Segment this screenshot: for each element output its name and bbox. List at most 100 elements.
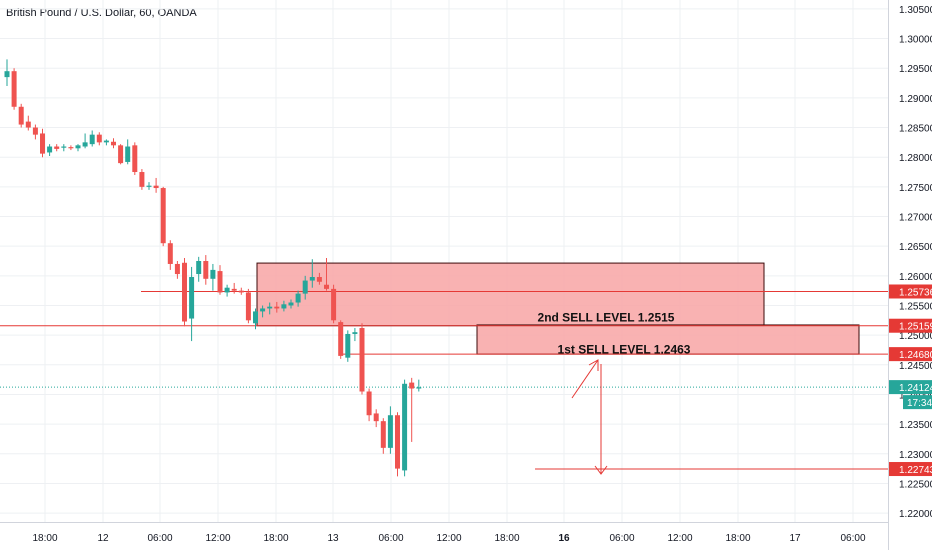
x-tick-label: 12:00 [205, 533, 230, 544]
candle-body [380, 421, 386, 448]
y-tick-label: 1.27000 [899, 213, 932, 224]
candle-body [89, 134, 95, 145]
candle-body [260, 308, 266, 312]
x-tick-label: 12 [97, 533, 109, 544]
x-tick-label: 06:00 [840, 533, 865, 544]
candle-body [139, 172, 145, 187]
candle-body [196, 261, 202, 275]
candle-body [402, 383, 408, 471]
level-price-badge [889, 462, 932, 477]
candle-body [68, 147, 74, 149]
x-tick-label: 18:00 [263, 533, 288, 544]
price-badge-label: 1.24124 [899, 383, 932, 394]
candle-body [373, 413, 379, 422]
candle-body [288, 302, 294, 306]
candle-body [253, 311, 258, 324]
x-tick-label: 17 [789, 533, 801, 544]
x-tick-label: 06:00 [609, 533, 634, 544]
candle-body [324, 284, 329, 289]
candle-body [118, 145, 124, 164]
x-tick-label: 18:00 [725, 533, 750, 544]
y-tick-label: 1.30000 [899, 35, 932, 46]
candle-body [111, 141, 116, 146]
candle-body [281, 304, 287, 309]
price-badge-label: 1.24680 [899, 350, 932, 361]
candle-body [54, 146, 60, 149]
chart-title: British Pound / U.S. Dollar, 60, OANDA [6, 7, 197, 19]
y-tick-label: 1.25000 [899, 331, 932, 342]
x-tick-label: 06:00 [378, 533, 403, 544]
y-tick-label: 1.28500 [899, 124, 932, 135]
y-tick-label: 1.25500 [899, 301, 932, 312]
price-badge-label: 1.22743 [899, 465, 932, 476]
candle-body [182, 262, 187, 322]
candle-body [331, 288, 337, 321]
candle-body [18, 106, 24, 125]
price-badge-label: 1.25159 [899, 322, 932, 333]
candle-body [160, 188, 166, 244]
level-price-badge [889, 284, 932, 299]
candle-body [153, 185, 159, 189]
candle-body [96, 134, 102, 143]
candle-body [387, 415, 393, 448]
candle-body [174, 263, 180, 275]
candle-body [274, 306, 280, 309]
x-tick-label: 12:00 [667, 533, 692, 544]
candle-body [217, 271, 223, 293]
x-tick-label: 06:00 [147, 533, 172, 544]
x-tick-label: 12:00 [436, 533, 461, 544]
y-tick-label: 1.29500 [899, 64, 932, 75]
candle-body [4, 71, 10, 78]
candle-body [345, 333, 351, 358]
level-price-badge [889, 318, 932, 333]
candle-body [32, 127, 38, 135]
candle-body [82, 142, 88, 147]
countdown-badge [903, 395, 932, 410]
candle-body [61, 146, 67, 148]
y-tick-label: 1.29000 [899, 94, 932, 105]
candle-body [210, 269, 216, 279]
candle-body [231, 288, 237, 291]
candle-body [416, 387, 422, 389]
candle-body [295, 293, 301, 303]
countdown-label: 17:34 [907, 398, 932, 409]
candle-body [395, 415, 400, 469]
candle-body [359, 328, 365, 392]
y-tick-label: 1.26000 [899, 272, 932, 283]
candle-body [302, 280, 308, 294]
y-tick-label: 1.24500 [899, 361, 932, 372]
candle-body [25, 121, 31, 128]
candle-body [409, 382, 415, 389]
candle-body [103, 140, 109, 143]
candle-body [203, 261, 209, 279]
y-tick-label: 1.22500 [899, 479, 932, 490]
price-badge-label: 1.25736 [899, 287, 932, 298]
candle-body [40, 133, 45, 154]
arrow-up-head [588, 359, 599, 371]
candle-body [245, 292, 251, 321]
candle-body [238, 290, 244, 293]
zone-annotation: 2nd SELL LEVEL 1.2515 [538, 310, 675, 324]
arrow-up-icon [571, 359, 599, 399]
y-tick-label: 1.27500 [899, 183, 932, 194]
candle-body [132, 145, 138, 173]
zone-annotation: 1st SELL LEVEL 1.2463 [558, 342, 691, 356]
x-tick-label: 16 [558, 533, 570, 544]
arrow-down-head [594, 465, 608, 475]
candle-body [47, 146, 53, 153]
candle-body [189, 277, 195, 319]
y-tick-label: 1.30500 [899, 5, 932, 16]
x-tick-label: 13 [327, 533, 339, 544]
candle-body [224, 287, 230, 293]
x-tick-label: 18:00 [32, 533, 57, 544]
level-price-badge [889, 347, 932, 362]
y-tick-label: 1.23500 [899, 420, 932, 431]
y-tick-label: 1.28000 [899, 153, 932, 164]
candle-body [366, 391, 372, 416]
candle-body [11, 71, 17, 107]
candle-body [352, 332, 358, 334]
candle-body [167, 243, 173, 264]
y-tick-label: 1.26500 [899, 242, 932, 253]
x-tick-label: 18:00 [494, 533, 519, 544]
